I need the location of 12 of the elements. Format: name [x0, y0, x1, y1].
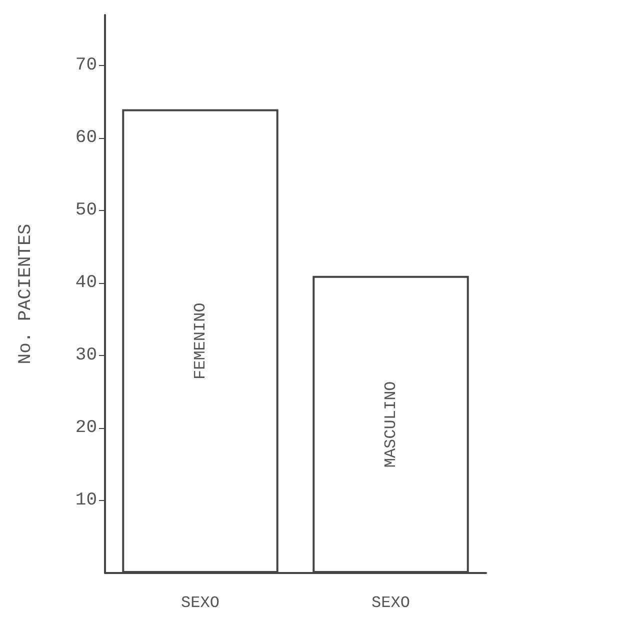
x-tick-label: SEXO — [372, 594, 410, 612]
y-tick-label: 30 — [75, 346, 97, 366]
y-tick-label: 20 — [75, 418, 97, 438]
y-tick-label: 60 — [75, 128, 97, 148]
x-tick-label: SEXO — [181, 594, 220, 612]
y-tick-label: 70 — [75, 56, 97, 76]
y-tick-label: 40 — [75, 273, 97, 294]
y-tick-label: 50 — [75, 200, 97, 221]
y-tick-label: 10 — [75, 490, 97, 511]
series-label: FEMENINO — [191, 302, 210, 380]
y-axis-title: No. PACIENTES — [16, 224, 36, 364]
series-label: MASCULINO — [382, 381, 400, 468]
